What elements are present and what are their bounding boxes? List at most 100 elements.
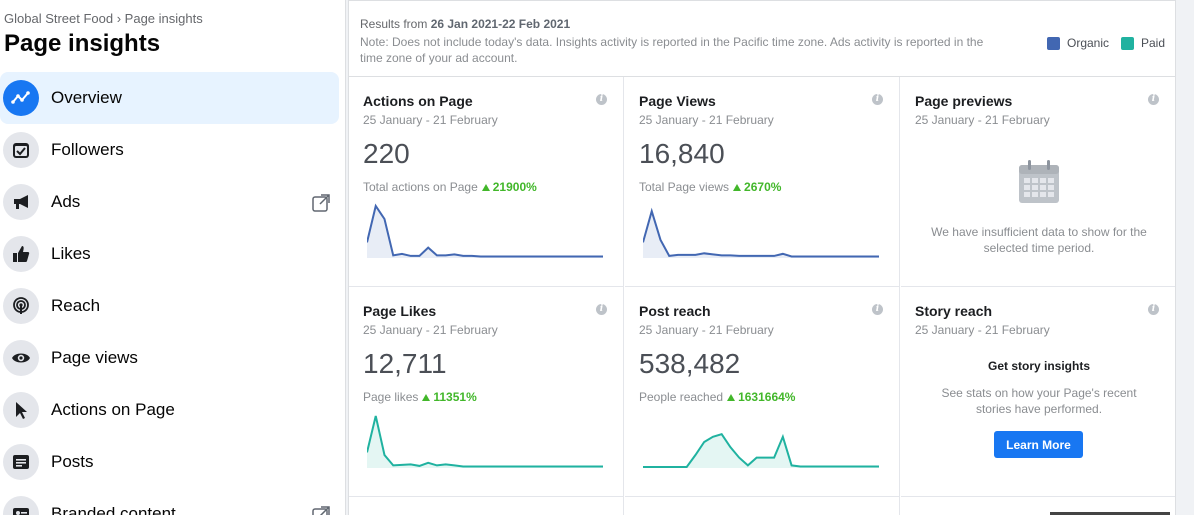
sidebar-item-label: Overview <box>51 88 122 107</box>
sidebar-item-likes[interactable]: Likes <box>0 228 339 280</box>
empty-state-text: We have insufficient data to show for th… <box>931 225 1147 255</box>
sparkline-area <box>643 434 879 468</box>
timezone-note: Note: Does not include today's data. Ins… <box>360 35 984 65</box>
breadcrumb[interactable]: Global Street Food › Page insights <box>4 11 203 26</box>
sidebar-item-branded-content[interactable]: Branded content <box>0 488 339 515</box>
external-link-icon[interactable] <box>311 193 331 213</box>
sidebar-item-followers[interactable]: Followers <box>0 124 339 176</box>
sidebar-item-posts[interactable]: Posts <box>0 436 339 488</box>
sidebar-item-overview[interactable]: Overview <box>0 72 339 124</box>
card-subtitle: Total actions on Page 21900% <box>363 180 537 194</box>
results-range-text: Results from 26 Jan 2021-22 Feb 2021 <box>360 17 570 31</box>
sparkline-line <box>643 207 879 258</box>
card-delta: 21900% <box>492 180 537 194</box>
card-date: 25 January - 21 February <box>363 323 498 337</box>
sparkline-chart <box>643 433 879 468</box>
card-title: Post reach <box>639 303 711 319</box>
card-actions-on-page[interactable]: Actions on Page i 25 January - 21 Februa… <box>349 77 624 287</box>
document-icon <box>3 444 39 480</box>
sidebar-item-label: Ads <box>51 192 81 211</box>
info-icon[interactable]: i <box>1148 304 1159 315</box>
story-insights-heading: Get story insights <box>987 359 1091 373</box>
sidebar-item-label: Posts <box>51 452 94 471</box>
card-sub-label: Total Page views <box>639 180 730 194</box>
card-delta: 11351% <box>433 390 477 404</box>
results-prefix: Results from <box>360 17 428 31</box>
sidebar-item-actions-on-page[interactable]: Actions on Page <box>0 384 339 436</box>
up-arrow-icon <box>733 184 742 191</box>
sparkline-chart <box>643 207 879 258</box>
card-subtitle: Total Page views 2670% <box>639 180 781 194</box>
card-date: 25 January - 21 February <box>639 113 774 127</box>
id-card-icon <box>3 496 39 515</box>
sidebar-item-label: Actions on Page <box>51 400 175 419</box>
broadcast-icon <box>3 288 39 324</box>
legend-swatch-organic <box>1047 36 1060 50</box>
insights-overview-panel: Results from 26 Jan 2021-22 Feb 2021 Not… <box>348 0 1176 515</box>
card-post-reach[interactable]: Post reach i 25 January - 21 February 53… <box>625 287 900 497</box>
card-delta: 2670% <box>744 180 782 194</box>
sparkline-area <box>367 416 603 468</box>
legend-paid: Paid <box>1121 36 1165 50</box>
card-page-views[interactable]: Page Views i 25 January - 21 February 16… <box>625 77 900 287</box>
sidebar-item-reach[interactable]: Reach <box>0 280 339 332</box>
card-date: 25 January - 21 February <box>915 113 1050 127</box>
card-page-previews[interactable]: Page previews i 25 January - 21 February… <box>901 77 1175 287</box>
sidebar-item-page-views[interactable]: Page views <box>0 332 339 384</box>
scrollbar-strip[interactable] <box>1050 512 1170 515</box>
card-title: Page previews <box>915 93 1013 109</box>
page-title: Page insights <box>4 30 161 57</box>
info-icon[interactable]: i <box>596 94 607 105</box>
legend-organic: Organic <box>1047 36 1109 50</box>
sidebar-item-label: Reach <box>51 296 101 315</box>
sidebar-item-label: Branded content <box>51 504 176 515</box>
card-title: Page Likes <box>363 303 437 319</box>
trend-line-icon <box>3 80 39 116</box>
thumbs-up-icon <box>3 236 39 272</box>
card-date: 25 January - 21 February <box>639 323 774 337</box>
legend-label-organic: Organic <box>1067 36 1110 50</box>
sparkline-line <box>643 433 879 468</box>
card-title: Actions on Page <box>363 93 473 109</box>
info-icon[interactable]: i <box>872 304 883 315</box>
external-link-icon[interactable] <box>311 505 331 515</box>
up-arrow-icon <box>481 184 490 191</box>
card-date: 25 January - 21 February <box>915 323 1050 337</box>
sidebar-item-ads[interactable]: Ads <box>0 176 339 228</box>
results-range: 26 Jan 2021-22 Feb 2021 <box>430 17 571 31</box>
sparkline-area <box>643 211 879 258</box>
info-icon[interactable]: i <box>872 94 883 105</box>
sparkline-line <box>367 203 603 258</box>
sidebar-item-label: Page views <box>51 348 138 367</box>
sidebar-nav: Overview Followers Ads Likes <box>0 72 345 515</box>
info-icon[interactable]: i <box>1148 94 1159 105</box>
story-insights-text: See stats on how your Page's recent stor… <box>941 386 1137 416</box>
learn-more-button[interactable]: Learn More <box>994 431 1083 458</box>
up-arrow-icon <box>422 394 431 401</box>
results-header: Results from 26 Jan 2021-22 Feb 2021 Not… <box>349 0 1175 77</box>
calendar-icon <box>1019 160 1059 203</box>
card-story-reach[interactable]: Story reach i 25 January - 21 February G… <box>901 287 1175 497</box>
card-date: 25 January - 21 February <box>363 113 498 127</box>
card-subtitle: Page likes 11351% <box>363 390 477 404</box>
sparkline-area <box>367 206 603 258</box>
sparkline-line <box>367 415 603 468</box>
cursor-icon <box>3 392 39 428</box>
megaphone-icon <box>3 184 39 220</box>
card-title: Story reach <box>915 303 993 319</box>
card-row3-2 <box>625 497 900 515</box>
card-page-likes[interactable]: Page Likes i 25 January - 21 February 12… <box>349 287 624 497</box>
info-icon[interactable]: i <box>596 304 607 315</box>
card-row3-1 <box>349 497 624 515</box>
card-sub-label: Page likes <box>363 390 419 404</box>
card-title: Page Views <box>639 93 716 109</box>
sidebar-item-label: Followers <box>51 140 124 159</box>
sidebar: Global Street Food › Page insights Page … <box>0 0 346 515</box>
legend-label-paid: Paid <box>1141 36 1166 50</box>
card-sub-label: People reached <box>639 390 724 404</box>
calendar-check-icon <box>3 132 39 168</box>
card-delta: 1631664% <box>738 390 796 404</box>
legend-swatch-paid <box>1121 36 1134 50</box>
card-value: 16,840 <box>639 138 725 169</box>
card-sub-label: Total actions on Page <box>363 180 478 194</box>
